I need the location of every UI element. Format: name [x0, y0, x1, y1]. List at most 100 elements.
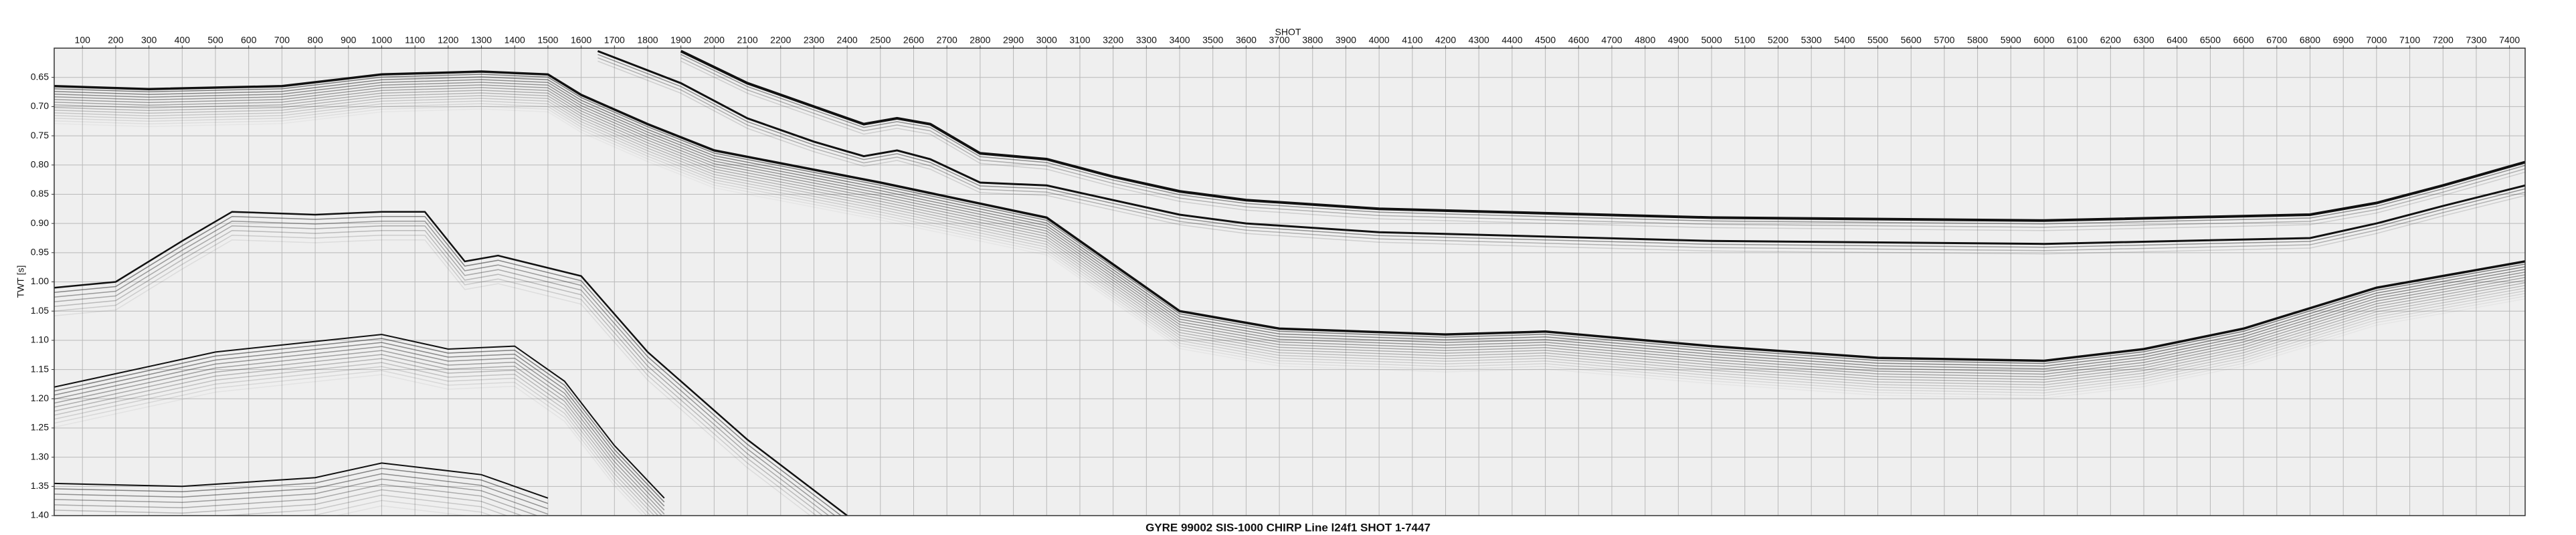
reflector-band: [54, 87, 2525, 378]
y-tick-label: 0.95: [31, 247, 49, 257]
reflector-band: [54, 229, 824, 516]
y-tick-label: 0.85: [31, 188, 49, 199]
reflector: [54, 462, 549, 499]
reflector-band: [54, 92, 2525, 383]
x-tick-label: 7200: [2433, 35, 2454, 45]
reflector-band: [54, 478, 549, 515]
reflector-band: [597, 54, 2525, 248]
x-tick-label: 3000: [1036, 35, 1057, 45]
reflector-band: [54, 106, 2525, 397]
x-tick-label: 3900: [1336, 35, 1356, 45]
reflector-band: [54, 374, 644, 516]
x-tick-label: 6300: [2133, 35, 2154, 45]
x-tick-label: 7100: [2399, 35, 2420, 45]
y-tick-label: 1.35: [31, 480, 49, 491]
x-tick-label: 3800: [1302, 35, 1323, 45]
x-tick-label: 1000: [371, 35, 392, 45]
x-tick-label: 1500: [537, 35, 558, 45]
x-axis-label: SHOT: [1275, 27, 1301, 37]
x-tick-label: 6100: [2067, 35, 2088, 45]
reflector-band: [54, 84, 2525, 375]
y-tick-label: 1.10: [31, 334, 49, 345]
x-tick-label: 6900: [2333, 35, 2354, 45]
reflector-band: [54, 350, 665, 515]
reflector-band: [597, 57, 2525, 251]
reflector-band: [54, 370, 648, 516]
x-tick-label: 4500: [1535, 35, 1556, 45]
y-tick-label: 1.25: [31, 422, 49, 433]
y-tick-label: 0.75: [31, 130, 49, 140]
grid: [54, 48, 2525, 516]
x-tick-label: 1100: [405, 35, 425, 45]
x-tick-label: 7000: [2366, 35, 2387, 45]
reflector-band: [54, 358, 659, 516]
x-tick-label: 5500: [1867, 35, 1888, 45]
reflector-band: [54, 225, 830, 516]
x-tick-label: 5200: [1768, 35, 1788, 45]
x-tick-label: 4300: [1469, 35, 1489, 45]
reflector-band: [54, 79, 2525, 370]
x-tick-label: 7300: [2466, 35, 2486, 45]
x-tick-label: 4600: [1568, 35, 1589, 45]
x-tick-label: 6600: [2233, 35, 2254, 45]
x-tick-label: 5700: [1934, 35, 1954, 45]
reflector: [54, 334, 665, 499]
reflector-band: [54, 338, 665, 503]
x-tick-label: 1400: [504, 35, 525, 45]
reflector-band: [54, 494, 509, 516]
reflectors: [54, 49, 2525, 516]
reflector: [597, 50, 2525, 245]
y-tick-label: 0.90: [31, 217, 49, 228]
reflector-band: [54, 473, 549, 510]
x-tick-label: 6400: [2167, 35, 2187, 45]
y-tick-label: 1.20: [31, 393, 49, 403]
reflector-band: [54, 103, 2525, 394]
reflector-band: [54, 95, 2525, 386]
x-tick-label: 1700: [604, 35, 625, 45]
reflector: [680, 49, 2525, 222]
x-tick-label: 4400: [1501, 35, 1522, 45]
labels: 100 200 300 400 500 600 700 800 900 1000 1100 1200 1…: [31, 35, 2520, 520]
reflector: [54, 211, 848, 516]
y-tick-label: 0.70: [31, 100, 49, 111]
x-tick-label: 3700: [1269, 35, 1290, 45]
x-tick-label: 2600: [903, 35, 924, 45]
reflector-band: [54, 76, 2525, 367]
reflector-band: [54, 484, 539, 516]
x-tick-label: 5800: [1967, 35, 1988, 45]
x-tick-label: 4900: [1668, 35, 1689, 45]
reflector-band: [54, 100, 2525, 391]
x-tick-label: 900: [341, 35, 357, 45]
y-tick-label: 1.40: [31, 510, 49, 520]
y-tick-label: 1.05: [31, 305, 49, 316]
x-tick-label: 200: [108, 35, 124, 45]
reflector-band: [54, 90, 2525, 381]
reflector: [54, 70, 2525, 362]
x-tick-label: 1900: [670, 35, 691, 45]
x-tick-label: 3400: [1169, 35, 1190, 45]
x-tick-label: 6700: [2266, 35, 2287, 45]
x-tick-label: 3200: [1103, 35, 1123, 45]
reflector-band: [54, 108, 2525, 399]
x-tick-label: 6000: [2033, 35, 2054, 45]
reflector-band: [597, 60, 2525, 255]
reflector-band: [54, 82, 2525, 372]
x-tick-label: 3600: [1236, 35, 1257, 45]
x-tick-label: 400: [175, 35, 191, 45]
x-tick-label: 6500: [2200, 35, 2221, 45]
reflector-band: [54, 98, 2525, 389]
x-tick-label: 5100: [1734, 35, 1755, 45]
reflector-band: [54, 239, 812, 516]
x-tick-label: 7400: [2499, 35, 2520, 45]
x-tick-label: 3100: [1069, 35, 1090, 45]
x-tick-label: 100: [75, 35, 91, 45]
x-tick-label: 5000: [1701, 35, 1722, 45]
reflector-band: [680, 57, 2525, 228]
x-tick-label: 800: [307, 35, 323, 45]
x-tick-label: 5300: [1801, 35, 1822, 45]
y-tick-label: 1.15: [31, 363, 49, 374]
x-tick-label: 2400: [837, 35, 858, 45]
chart-title: GYRE 99002 SIS-1000 CHIRP Line l24f1 SHO…: [1145, 521, 1431, 534]
reflector-band: [335, 505, 470, 516]
